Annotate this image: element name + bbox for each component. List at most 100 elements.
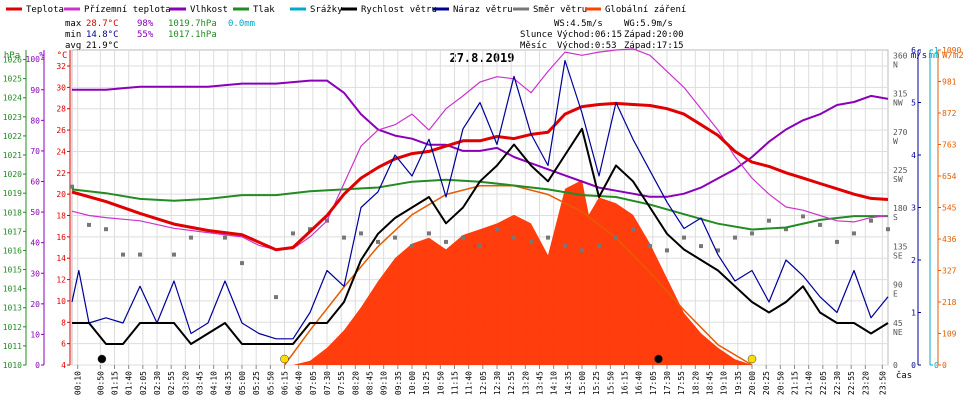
wind-direction-point: [274, 295, 278, 300]
wind-direction-point: [478, 244, 482, 249]
x-tick-label: 01:15: [111, 371, 120, 395]
axis-unit-hpa: hPa: [4, 51, 20, 61]
axis-tick-label-pct: 90: [30, 86, 40, 95]
axis-tick-label-ms: 2: [911, 256, 916, 265]
x-tick-label: 07:05: [309, 371, 318, 395]
axis-tick-label-pct: 50: [30, 208, 40, 217]
stat-min-label: min: [65, 30, 81, 40]
axis-tick-label-dir: E: [893, 290, 898, 299]
axis-tick-label-degc: 22: [56, 169, 66, 178]
axis-tick-label-pct: 70: [30, 147, 40, 156]
axis-tick-label-degc: 8: [61, 318, 66, 327]
axis-tick-label-pct: 80: [30, 116, 40, 125]
x-tick-label: 05:00: [238, 371, 247, 395]
axis-tick-label-degc: 20: [56, 190, 66, 199]
x-tick-label: 10:25: [422, 371, 431, 395]
x-tick-label: 03:20: [181, 371, 190, 395]
axis-tick-label-hpa: 1014: [3, 285, 22, 294]
axis-tick-label-degc: 10: [56, 297, 66, 306]
wind-direction-point: [682, 235, 686, 240]
axis-tick-label-hpa: 1010: [3, 361, 22, 370]
wind-direction-point: [529, 239, 533, 244]
stats-block: max 28.7°C 98% 1019.7hPa 0.0mm min 14.8°…: [65, 19, 255, 51]
axis-tick-label-wm2: 763: [942, 141, 957, 150]
axis-tick-label-hpa: 1024: [3, 94, 22, 103]
sunset-marker: [747, 354, 757, 364]
axis-tick-label-ms: 6: [911, 46, 916, 55]
axis-tick-label-degc: 24: [56, 147, 66, 156]
wind-direction-point: [546, 235, 550, 240]
axis-tick-label-degc: 16: [56, 233, 66, 242]
wind-direction-point: [495, 227, 499, 232]
axis-unit-pct: %: [39, 51, 45, 61]
axis-tick-label-degc: 30: [56, 83, 66, 92]
stat-avg-label: avg: [65, 41, 81, 51]
axis-tick-label-hpa: 1017: [3, 227, 22, 236]
axis-tick-label-degc: 4: [61, 361, 66, 370]
axis-tick-label-wm2: 1090: [942, 46, 961, 55]
legend-label: Vlhkost: [190, 5, 228, 15]
axis-tick-label-hpa: 1018: [3, 208, 22, 217]
axis-tick-label-ms: 5: [911, 99, 916, 108]
axis-tick-label-wm2: 872: [942, 109, 957, 118]
axis-tick-label-dir: 360: [893, 51, 908, 60]
wind-direction-point: [121, 252, 125, 257]
x-tick-label: 15:25: [592, 371, 601, 395]
wind-direction-point: [614, 235, 618, 240]
axis-tick-label-wm2: 327: [942, 267, 957, 276]
wind-direction-point: [563, 244, 567, 249]
axis-tick-label-hpa: 1025: [3, 75, 22, 84]
legend-label: Globální záření: [605, 5, 686, 15]
axis-tick-label-mm: 1: [934, 46, 939, 55]
x-tick-label: 17:55: [677, 371, 686, 395]
wind-direction-point: [104, 227, 108, 232]
axis-tick-label-degc: 6: [61, 340, 66, 349]
radiation-area: [293, 180, 752, 365]
axis-tick-label-dir: 45: [893, 319, 903, 328]
wind-direction-point: [784, 227, 788, 232]
info-sun-rise: Východ:06:15: [557, 30, 622, 40]
legend-label: Tlak: [253, 5, 275, 15]
axis-tick-label-hpa: 1011: [3, 342, 22, 351]
axis-tick-label-hpa: 1021: [3, 151, 22, 160]
axis-tick-label-hpa: 1026: [3, 56, 22, 65]
info-moon-label: Měsíc: [520, 41, 547, 51]
x-tick-label: 10:00: [408, 371, 417, 395]
axis-tick-label-dir: N: [893, 60, 898, 69]
axis-tick-label-degc: 26: [56, 126, 66, 135]
wind-gust-line: [71, 59, 889, 340]
wind-direction-point: [359, 231, 363, 236]
stat-min-temp: 14.8°C: [86, 30, 119, 40]
x-tick-label: 11:15: [451, 371, 460, 395]
axis-tick-label-dir: S: [893, 213, 898, 222]
wind-direction-point: [172, 252, 176, 257]
x-tick-label: 08:45: [366, 371, 375, 395]
axis-tick-label-pct: 20: [30, 300, 40, 309]
axis-unit-wm2: W/m2: [942, 51, 964, 61]
moonset-marker: [654, 354, 663, 364]
wind-direction-point: [223, 235, 227, 240]
wind-direction-point: [410, 244, 414, 249]
stat-max-label: max: [65, 19, 82, 29]
wind-direction-point: [886, 227, 890, 232]
stat-avg-temp: 21.9°C: [86, 41, 119, 51]
axis-tick-label-hpa: 1012: [3, 323, 22, 332]
axis-tick-label-wm2: 218: [942, 298, 957, 307]
axis-tick-label-hpa: 1019: [3, 189, 22, 198]
axis-tick-label-dir: NW: [893, 99, 903, 108]
axis-tick-label-dir: SW: [893, 175, 903, 184]
x-tick-label: 17:30: [663, 371, 672, 395]
info-ws: WS:4.5m/s: [554, 19, 603, 29]
x-tick-label: 23:50: [878, 371, 887, 395]
axis-tick-label-dir: W: [893, 137, 898, 146]
x-tick-label: 06:40: [295, 371, 304, 395]
x-tick-label: 13:20: [521, 371, 530, 395]
legend-label: Směr větru: [533, 5, 587, 15]
stat-max-press: 1019.7hPa: [168, 19, 217, 29]
x-tick-label: 18:45: [706, 371, 715, 395]
x-tick-label: 05:25: [252, 371, 261, 395]
temperature-line: [71, 101, 889, 252]
legend-label: Rychlost větru: [361, 5, 437, 15]
x-tick-label: 16:40: [635, 371, 644, 395]
axis-tick-label-pct: 60: [30, 178, 40, 187]
